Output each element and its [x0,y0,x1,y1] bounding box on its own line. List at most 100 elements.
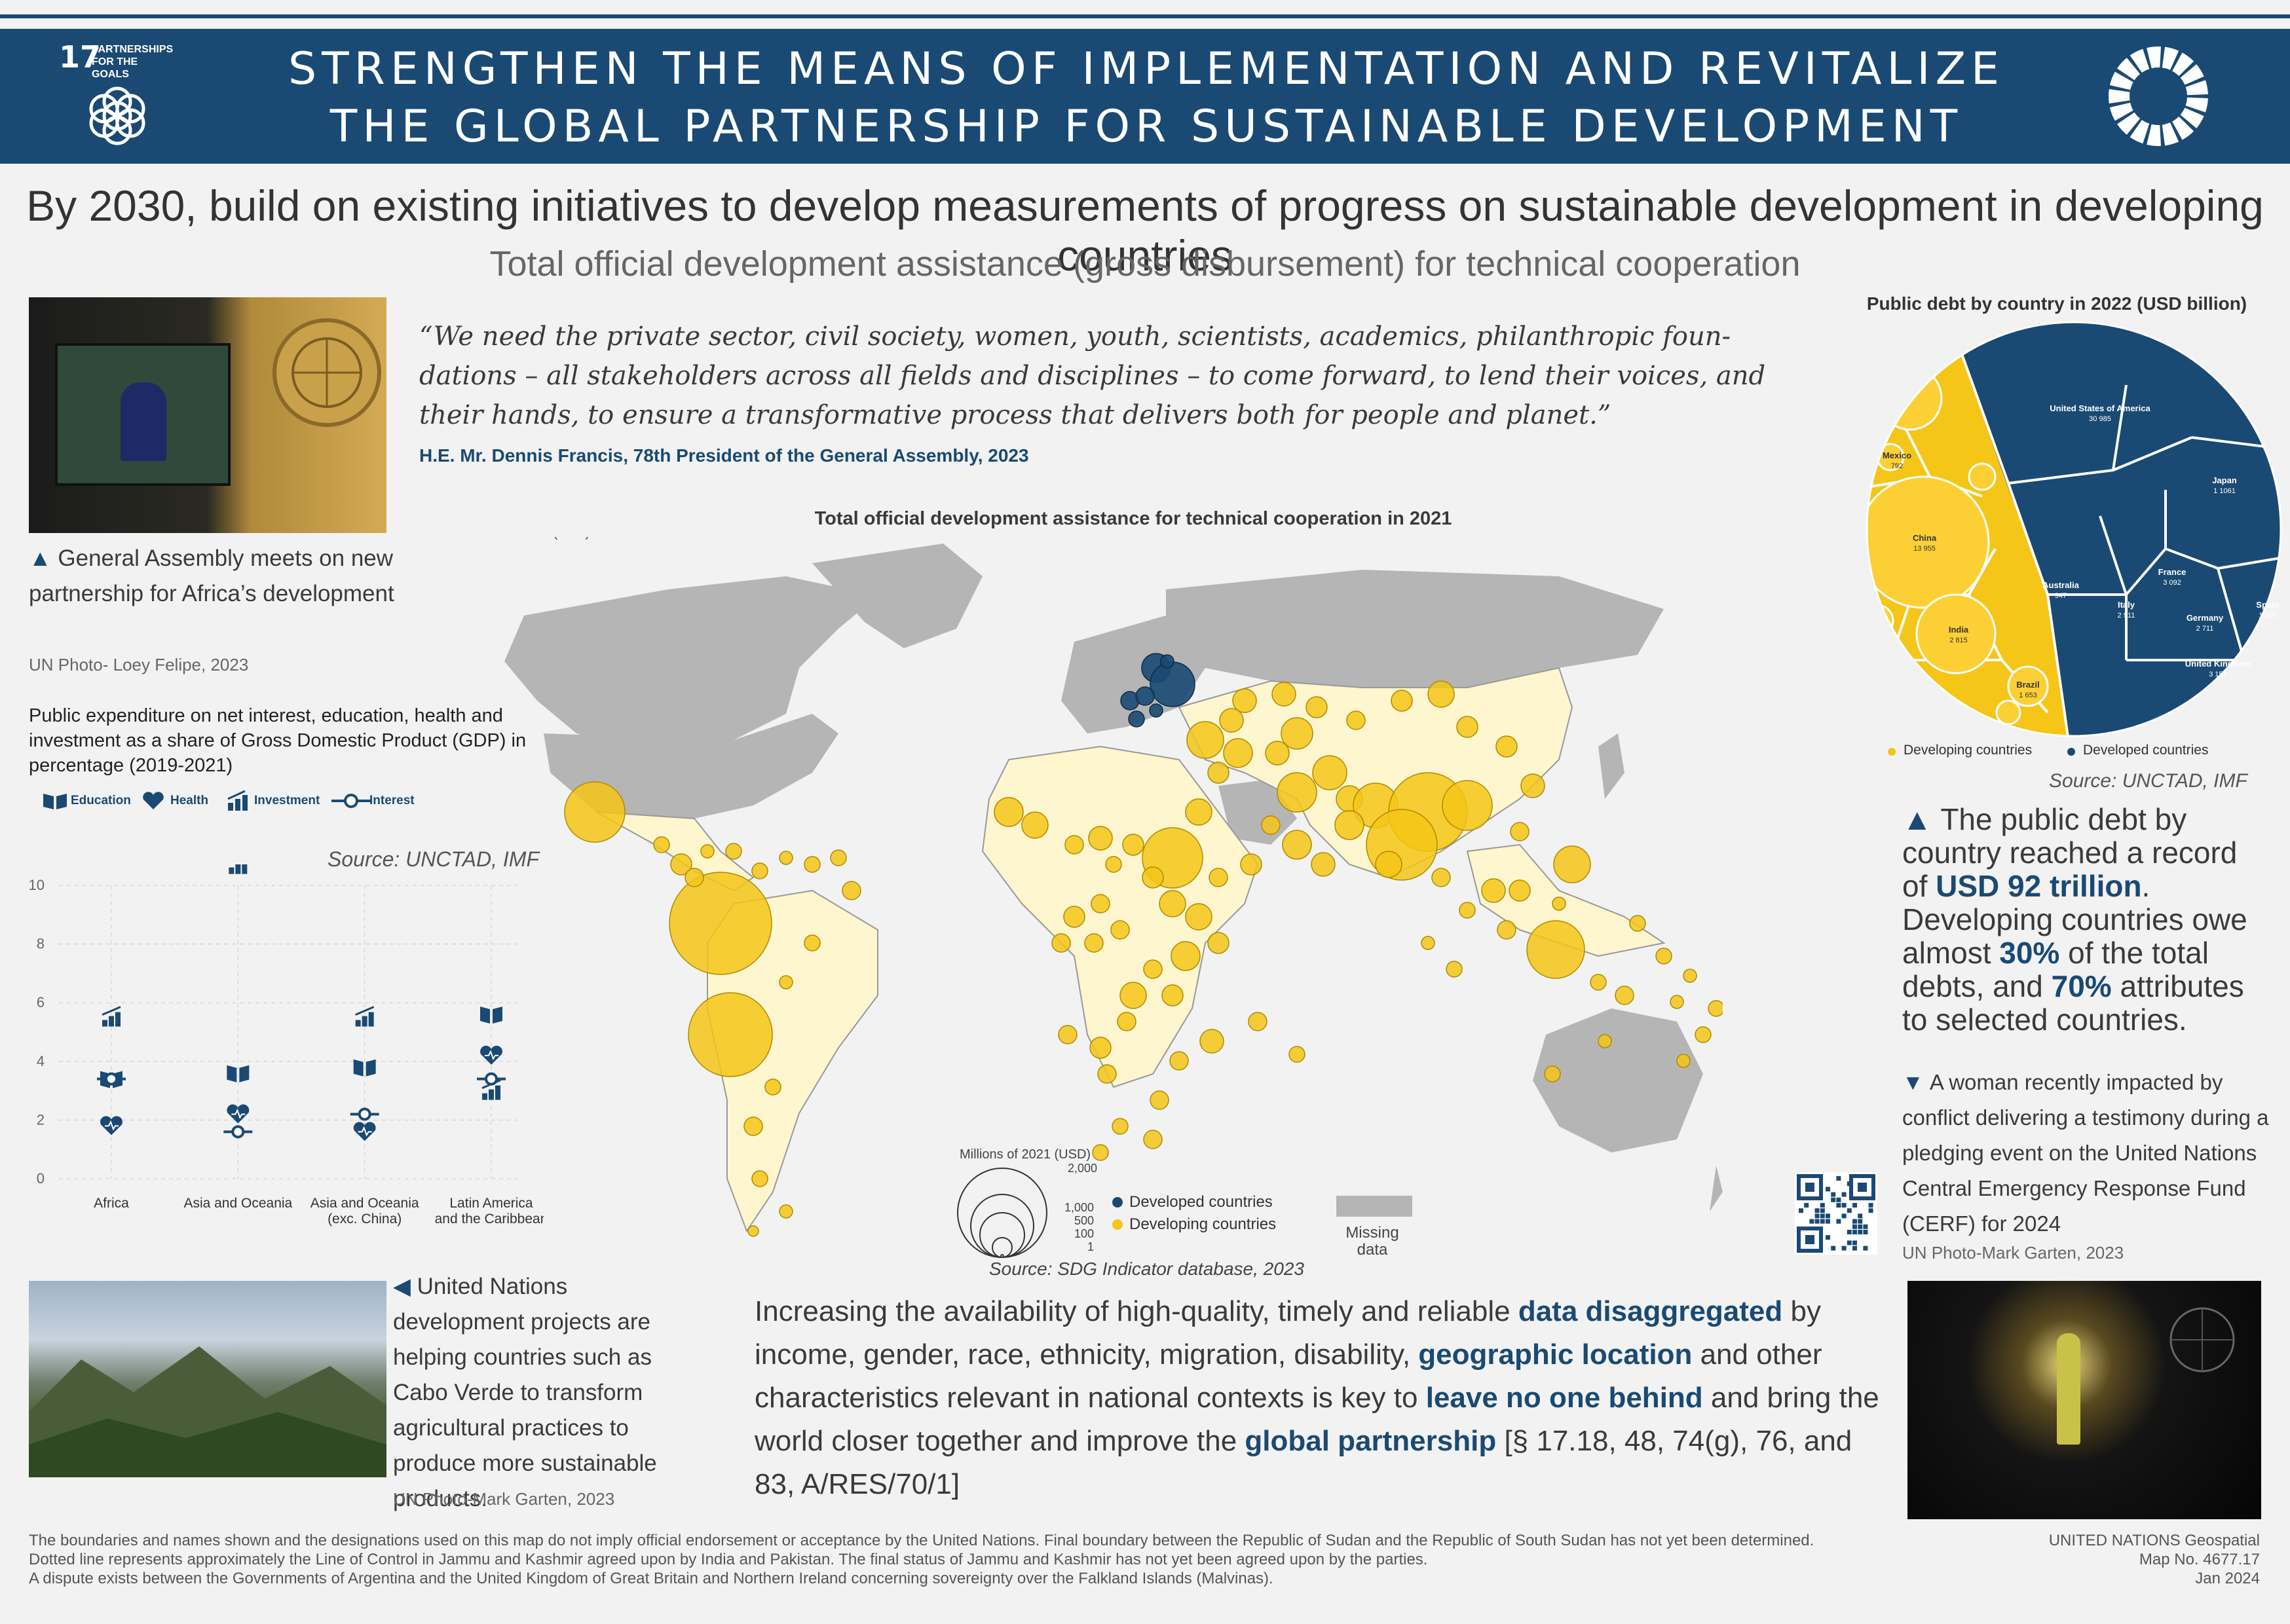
debt-label: United Kingdom 3 152 [2185,659,2251,678]
developing-bubble [688,992,773,1077]
developing-bubble [747,1225,759,1237]
header-banner [0,29,2290,164]
developing-bubble [1261,815,1281,835]
debt-legend-developed: Developed countries [2083,743,2209,758]
size-legend-500: 500 [1074,1214,1094,1227]
debt-highlight-total: USD 92 trillion [1936,869,2142,903]
sdg-number: 17 [59,39,102,75]
developing-bubble [1676,1054,1691,1068]
land-africa [981,745,1259,1088]
photo-right-credit: UN Photo-Mark Garten, 2023 [1902,1243,2124,1263]
debt-label: Japan 1 1061 [2212,475,2237,495]
developing-bubble [1655,948,1672,965]
developing-bubble [1271,682,1296,707]
map-source: Source: SDG Indicator database, 2023 [989,1259,1304,1279]
developing-bubble [1481,878,1506,903]
y-tick-label: 4 [37,1053,45,1069]
map-title: Total official development assistance fo… [814,508,1452,529]
developed-bubble [1128,710,1145,728]
missing-japan [1598,733,1624,799]
photo-right-caption: ▼ A woman recently impacted by conflict … [1902,1070,2269,1236]
developed-bubble [1149,703,1163,718]
developing-bubble [1058,1025,1078,1044]
x-tick-label: Latin America and the Caribbean [435,1196,544,1227]
world-map: Millions of 2021 (USD) [459,537,1723,1237]
banner-title-line2: THE GLOBAL PARTNERSHIP FOR SUSTAINABLE D… [329,101,1963,153]
developing-bubble [1683,969,1697,983]
developing-bubble [1051,933,1071,953]
x-tick-label: Africa [94,1196,129,1211]
developing-bubble [1510,822,1530,841]
wheel-segment [2147,124,2161,146]
wheel-segment [2172,52,2194,77]
developing-bubble [1207,762,1229,784]
wheel-segment [2172,116,2194,140]
developing-bubble [1063,906,1085,928]
developing-dot-icon [1888,748,1896,756]
debt-label: Australia 947 [2042,580,2079,600]
developing-bubble [653,836,670,853]
missing-data-swatch [1336,1196,1412,1217]
developing-bubble [1442,780,1493,831]
x-tick-label: Asia and Oceania [183,1196,292,1211]
expenditure-chart-title: Public expenditure on net interest, educ… [29,705,527,776]
legend-investment: Investment [254,794,320,807]
developing-bubble [1223,738,1253,768]
down-triangle-icon: ▼ [1902,1070,1930,1094]
developing-bubble [1695,1026,1712,1043]
wheel-segment [2162,46,2179,70]
debt-source: Source: UNCTAD, IMF [2049,770,2247,792]
interest-marker-icon [331,794,371,808]
debt-legend-developing: Developing countries [1904,743,2033,758]
developed-bubble [1160,654,1174,669]
developing-bubble [1240,853,1262,876]
banner-title: STRENGTHEN THE MEANS OF IMPLEMENTATION A… [197,41,2096,156]
debt-cell-border [2112,384,2128,471]
developing-bubble [1142,866,1164,889]
developing-bubble [1311,852,1336,877]
developing-bubble [1495,735,1518,758]
developing-bubble [1346,710,1366,730]
speaker-figure [2057,1333,2080,1445]
x-tick-label: Asia and Oceania (exc. China) [310,1196,419,1227]
wheel-segment [2147,46,2161,69]
developing-bubble [1459,902,1476,919]
developing-bubble [1552,896,1566,911]
marker-investment [229,864,248,874]
developing-bubble [1089,1037,1112,1059]
developing-bubble [1391,690,1413,712]
wheel-segment [2109,102,2133,121]
y-tick-label: 10 [29,877,45,893]
expenditure-source: Source: UNCTAD, IMF [328,847,539,871]
developing-bubble [1615,986,1634,1005]
legend-developed: Developed countries [1129,1193,1273,1211]
y-tick-label: 2 [37,1111,45,1128]
land-southeast-asia [1466,843,1666,957]
developing-bubble [1117,1012,1136,1031]
developing-bubble [1265,741,1290,766]
size-legend [957,1168,1047,1258]
legend-health: Health [170,794,209,807]
developing-bubble [1305,696,1328,718]
developing-bubble [700,844,715,858]
cerf-event-photo [1907,1281,2261,1519]
y-tick-label: 6 [37,994,45,1010]
size-legend-100: 100 [1074,1227,1094,1240]
developing-dot-icon [1112,1219,1123,1230]
legend-interest: Interest [369,794,415,807]
cabo-verde-photo [29,1281,386,1477]
developing-bubble [1199,1029,1224,1054]
expenditure-legend: Education Health Investment Interest [42,788,500,815]
developing-bubble [1159,890,1186,917]
sdg-label: PARTNERSHIPS FOR THE GOALS [92,44,174,80]
body-paragraph: Increasing the availability of high-qual… [755,1295,1879,1500]
developing-bubble [1544,1065,1561,1082]
developing-bubble [1186,721,1224,759]
developing-bubble [1091,894,1110,913]
developing-bubble [1526,920,1585,979]
debt-cell-developing [2007,665,2049,707]
developing-bubble [1161,984,1184,1006]
debt-cell-border [1948,322,2075,736]
developing-bubble [725,843,742,860]
wheel-segment [2180,107,2204,128]
